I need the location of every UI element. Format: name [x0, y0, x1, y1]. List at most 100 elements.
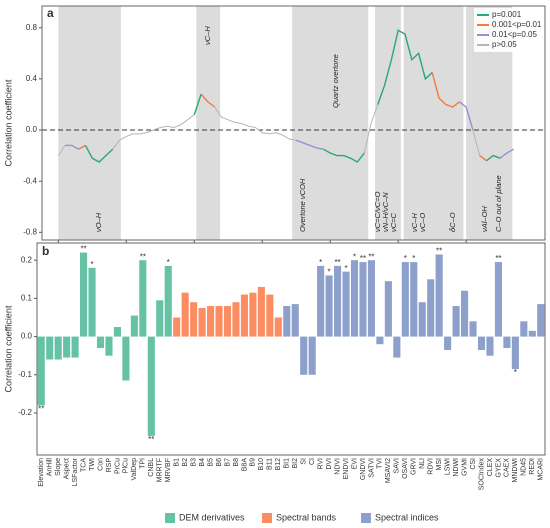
x-tick-label: MNDWI — [512, 458, 519, 483]
legend-label: p=0.001 — [492, 10, 522, 19]
legend-label: Spectral bands — [276, 512, 337, 522]
bar — [274, 317, 282, 337]
significance-label: * — [319, 258, 322, 267]
legend-swatch — [262, 513, 272, 523]
y-tick-label: 0.0 — [21, 332, 33, 341]
bar — [444, 336, 452, 350]
bar — [528, 330, 536, 337]
bar — [240, 294, 248, 337]
x-tick-label: CAEX — [504, 458, 511, 477]
bar — [147, 336, 155, 436]
annotation: δC–O — [448, 212, 457, 232]
x-tick-label: B4 — [199, 458, 206, 467]
bar — [190, 302, 198, 337]
bar — [367, 260, 375, 337]
x-tick-label: SI — [301, 458, 308, 465]
bar — [427, 279, 435, 337]
significance-label: ** — [436, 247, 442, 256]
bar — [139, 260, 147, 337]
legend-swatch — [361, 513, 371, 523]
bar — [469, 321, 477, 337]
x-tick-label: Con — [97, 458, 104, 471]
shaded-range — [375, 6, 401, 240]
bar — [88, 267, 96, 337]
x-tick-label: SAVI — [394, 458, 401, 473]
x-tick-label: B2 — [182, 458, 189, 467]
x-tick-label: SOCIndex — [478, 458, 485, 491]
significance-label: ** — [334, 258, 340, 267]
x-tick-label: CI — [309, 458, 316, 465]
shaded-range — [292, 6, 369, 240]
bar — [215, 306, 223, 337]
x-tick-label: TCA — [80, 458, 87, 472]
bar — [198, 307, 206, 337]
bar — [223, 306, 232, 337]
annotation: νC–H — [203, 26, 212, 45]
x-tick-label: NLI — [419, 458, 426, 469]
x-tick-label: NDWI — [453, 458, 460, 477]
bar — [308, 336, 316, 375]
series-line — [193, 93, 202, 115]
bar — [80, 252, 88, 337]
bar — [384, 281, 392, 337]
series-line — [295, 139, 324, 150]
bar — [71, 336, 79, 358]
x-tick-label: EVI — [351, 458, 358, 469]
bar — [486, 336, 494, 356]
bar — [317, 265, 325, 337]
y-tick-label: -0.1 — [18, 370, 32, 379]
series-line — [499, 148, 515, 159]
panel-letter: a — [47, 6, 54, 20]
significance-label: * — [328, 268, 331, 277]
bar — [249, 292, 257, 337]
x-tick-label: B12 — [275, 458, 282, 471]
bar — [54, 336, 62, 360]
shaded-range — [58, 6, 121, 240]
x-tick-label: ND45 — [521, 458, 528, 476]
legend-label: p>0.05 — [492, 40, 517, 49]
y-tick-label: 0.4 — [26, 74, 38, 83]
bar — [207, 306, 215, 337]
x-tick-label: TWI — [89, 458, 96, 471]
bar — [359, 262, 367, 337]
x-tick-label: LSWI — [444, 458, 451, 475]
bar — [494, 262, 502, 337]
significance-label: ** — [140, 252, 146, 261]
x-tick-label: ENDVI — [343, 458, 350, 479]
series-line — [200, 93, 216, 108]
annotation: νC=C/νC=O — [373, 191, 382, 232]
bar — [63, 336, 71, 358]
annotation: νN–H/νC–N — [381, 192, 390, 232]
x-tick-label: MSI — [436, 458, 443, 471]
y-tick-label: 0.1 — [21, 293, 33, 302]
bar — [410, 262, 418, 337]
bar — [300, 336, 308, 375]
x-tick-label: Slope — [55, 458, 62, 476]
significance-label: * — [404, 254, 407, 263]
annotation: νO–H — [94, 212, 103, 232]
bar — [37, 336, 45, 406]
significance-label: ** — [38, 404, 44, 413]
significance-label: * — [514, 368, 517, 377]
x-tick-label: PlCu — [123, 458, 130, 473]
bar — [452, 306, 460, 337]
x-tick-label: B11 — [267, 458, 274, 470]
bar — [477, 336, 486, 350]
legend-label: 0.001<p=0.01 — [492, 20, 542, 29]
annotation: νC–H — [410, 213, 419, 232]
x-tick-label: PrCu — [114, 458, 121, 474]
x-tick-label: BI2 — [292, 458, 299, 469]
bar — [113, 327, 121, 337]
x-tick-label: BI1 — [284, 458, 291, 469]
legend-label: 0.01<p=0.05 — [492, 30, 537, 39]
bar — [537, 304, 545, 337]
significance-label: ** — [495, 254, 501, 263]
x-tick-label: Elevation — [38, 458, 45, 487]
shaded-range — [403, 6, 464, 240]
series-line — [458, 101, 474, 131]
y-axis-title: Correlation coefficient — [3, 79, 13, 166]
significance-label: * — [412, 254, 415, 263]
bar — [350, 260, 359, 337]
x-tick-label: OSAVI — [402, 458, 409, 479]
x-tick-label: GRVI — [411, 458, 418, 475]
